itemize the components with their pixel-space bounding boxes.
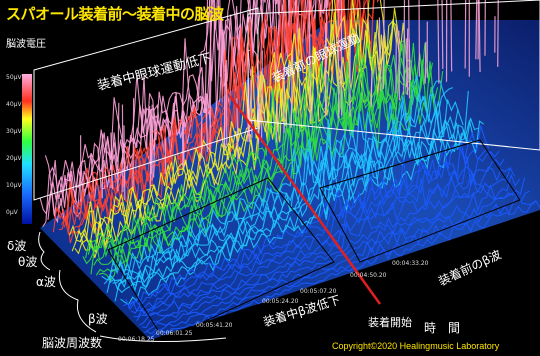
spike [200,76,203,159]
surface-ridge [47,0,327,220]
timestamp-label: 00:05:41.20 [196,322,233,329]
timestamp-label: 00:04:33.20 [392,260,429,267]
timestamp-label: 00:06:01.25 [156,330,193,337]
spike [123,125,126,200]
scale-label: 20μV [6,155,22,162]
spike [370,70,373,108]
spike [132,98,135,189]
surface-ridge [147,194,536,335]
band-theta: θ波 [18,255,38,269]
surface-ridge [98,71,444,282]
timestamp-label: 00:05:24.20 [262,298,299,305]
time-axis-label: 時 間 [424,321,461,335]
copyright: Copyright©2020 Healingmusic Laboratory [332,341,500,351]
spike [441,0,444,69]
wearing-start-line [228,95,382,305]
spike [408,38,412,80]
spike [236,98,239,159]
before-plane-outline [247,0,540,151]
annotation-start: 装着開始 [368,316,412,329]
spike [340,0,343,116]
spike [484,0,486,56]
surface-ridge [58,0,365,231]
spike [247,108,250,142]
spike [408,0,411,99]
spike [223,73,226,149]
scale-label: 0μV [6,209,18,216]
spike [205,92,208,152]
surface-ridge [125,140,495,311]
spike [450,0,453,72]
band-beta: β波 [88,312,108,326]
spike [121,104,124,192]
spike [290,55,293,128]
color-scale-bar [22,74,32,224]
spike [308,0,312,121]
timestamp-label: 00:06:18.25 [118,336,155,343]
timestamp-label: 00:05:07.20 [300,288,337,295]
spike [260,50,263,143]
band-bracket [58,269,97,333]
spike [497,0,499,67]
surface-ridge [136,166,515,322]
surface-ridge [44,0,341,211]
timestamp-label: 00:04:50.20 [350,272,387,279]
scale-label: 30μV [6,128,22,135]
spike [437,0,440,84]
spike [382,0,385,89]
surface-ridge [144,190,531,334]
surface-ridge [133,166,510,318]
spike [424,41,427,84]
spike [464,0,467,69]
spike [475,0,478,60]
surface-ridge [109,99,464,291]
surface-ridge [103,87,454,285]
y-axis-label: 脳波電圧 [6,39,46,50]
surface-ridge [130,156,505,315]
spike [405,28,409,88]
surface-ridge [122,125,490,307]
spike [117,102,120,192]
spike [337,0,340,119]
spike [378,17,381,92]
spike [153,121,156,178]
surface-ridge [90,53,428,275]
surface-ridge [101,75,449,281]
spike [225,60,228,146]
spike [181,113,184,166]
spike [182,93,185,168]
surface-ridge [39,0,331,216]
spike [418,0,421,77]
scale-label: 50μV [6,74,22,81]
surface-ridge [149,200,540,340]
band-delta: δ波 [7,239,27,253]
page-title: スパオール装着前～装着中の脳波 [6,5,224,23]
scale-label: 40μV [6,101,22,108]
beta-during-box [107,177,335,341]
surface-ridge [114,117,474,302]
spike [403,0,406,95]
band-alpha: α波 [36,275,56,289]
spike [110,132,114,190]
band-bracket [38,231,51,271]
surface-ridge [120,120,485,306]
scale-label: 10μV [6,182,22,189]
surface-ridge [128,150,500,312]
surface-ridge [93,43,433,266]
time-bracket [99,335,227,343]
beta-before-box [319,139,521,263]
during-plane-outline [33,7,259,201]
spike [209,58,212,153]
x-axis-label: 脳波周波数 [42,336,103,350]
spike [478,0,481,73]
surface-ridge [112,90,469,289]
